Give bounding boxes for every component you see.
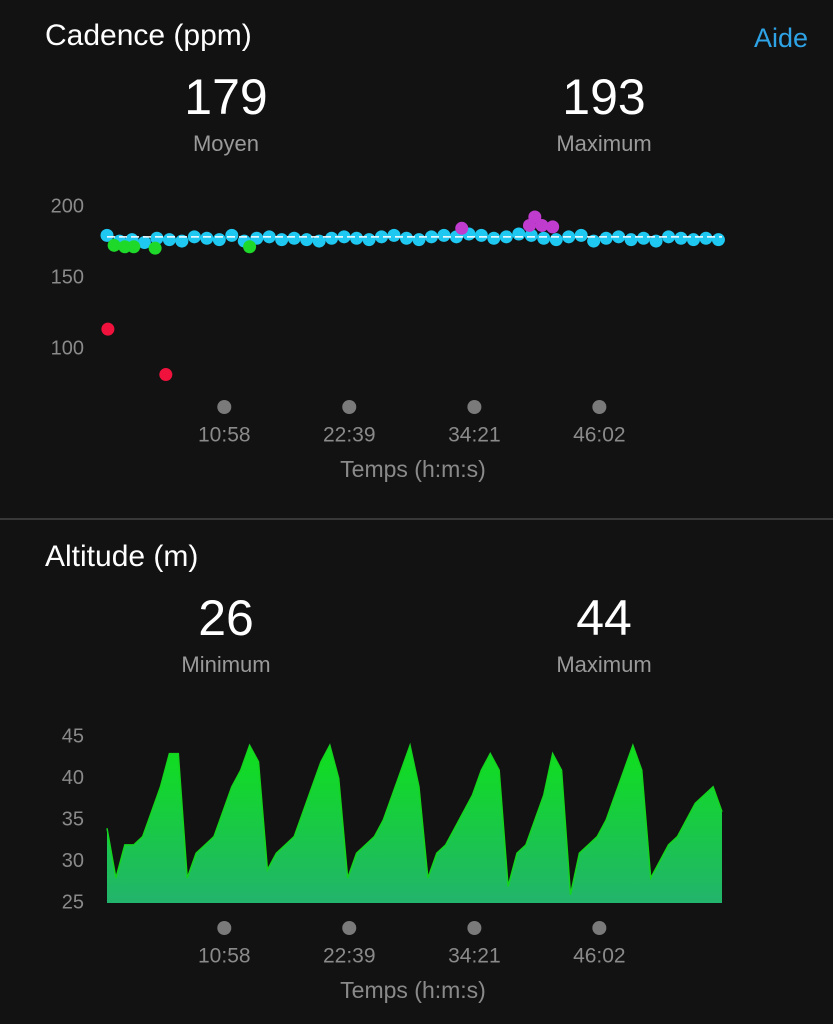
cadence-point bbox=[535, 218, 549, 232]
stat-label: Moyen bbox=[193, 131, 259, 156]
y-tick-label: 150 bbox=[51, 266, 84, 288]
cadence-point bbox=[574, 228, 588, 242]
cadence-point bbox=[175, 234, 189, 248]
x-tick-label: 34:21 bbox=[448, 945, 501, 968]
cadence-point bbox=[455, 221, 469, 235]
x-tick-dot bbox=[592, 400, 607, 414]
cadence-point bbox=[487, 231, 501, 245]
x-tick-label: 10:58 bbox=[198, 424, 251, 447]
section-title: Cadence (ppm) bbox=[45, 19, 252, 52]
cadence-point bbox=[524, 228, 538, 242]
cadence-point bbox=[150, 231, 164, 245]
cadence-point bbox=[325, 231, 339, 245]
cadence-point bbox=[337, 230, 351, 244]
cadence-point bbox=[137, 236, 151, 249]
cadence-point bbox=[674, 231, 688, 245]
cadence-point bbox=[399, 231, 413, 245]
x-tick-label: 46:02 bbox=[573, 424, 626, 447]
cadence-point bbox=[275, 233, 289, 247]
stat-value: 179 bbox=[184, 69, 267, 125]
cadence-point bbox=[243, 240, 257, 254]
stat-value: 44 bbox=[576, 590, 632, 646]
cadence-point bbox=[312, 234, 326, 248]
cadence-point bbox=[101, 322, 115, 336]
x-tick-dot bbox=[342, 400, 357, 414]
stat-value: 26 bbox=[198, 590, 254, 646]
x-axis-title: Temps (h:m:s) bbox=[340, 456, 486, 482]
y-tick-label: 30 bbox=[62, 850, 84, 872]
stat-label: Minimum bbox=[181, 652, 270, 677]
x-tick-dot bbox=[592, 921, 607, 935]
cadence-point bbox=[624, 233, 638, 247]
cadence-point bbox=[100, 228, 114, 242]
x-tick-dot bbox=[467, 400, 482, 414]
cadence-point bbox=[350, 231, 364, 245]
cadence-point bbox=[148, 241, 162, 255]
stat-label: Maximum bbox=[556, 652, 651, 677]
stat-label: Maximum bbox=[556, 131, 651, 156]
cadence-point bbox=[127, 240, 141, 254]
help-link[interactable]: Aide bbox=[754, 23, 808, 53]
cadence-point bbox=[474, 228, 488, 242]
cadence-point bbox=[162, 233, 176, 247]
cadence-point bbox=[212, 233, 226, 247]
cadence-point bbox=[225, 228, 239, 242]
cadence-point bbox=[649, 234, 663, 248]
x-tick-dot bbox=[217, 400, 232, 414]
y-tick-label: 45 bbox=[62, 725, 84, 747]
cadence-point bbox=[200, 231, 214, 245]
cadence-point bbox=[437, 228, 451, 242]
section-title: Altitude (m) bbox=[45, 540, 198, 573]
cadence-point bbox=[711, 233, 725, 247]
x-tick-dot bbox=[217, 921, 232, 935]
stat-value: 193 bbox=[562, 69, 645, 125]
x-tick-dot bbox=[342, 921, 357, 935]
y-tick-label: 200 bbox=[51, 195, 84, 217]
cadence-point bbox=[362, 233, 376, 247]
cadence-point bbox=[549, 233, 563, 247]
x-tick-label: 22:39 bbox=[323, 424, 376, 447]
x-axis-title: Temps (h:m:s) bbox=[340, 977, 486, 1003]
x-tick-label: 22:39 bbox=[323, 945, 376, 968]
cadence-point bbox=[537, 231, 551, 245]
cadence-point bbox=[387, 228, 401, 242]
y-tick-label: 25 bbox=[62, 891, 84, 913]
cadence-point bbox=[118, 240, 132, 254]
cadence-point bbox=[159, 368, 173, 382]
y-tick-label: 35 bbox=[62, 808, 84, 830]
cadence-point bbox=[587, 234, 601, 248]
x-tick-dot bbox=[467, 921, 482, 935]
cadence-point bbox=[546, 220, 560, 234]
cadence-point bbox=[107, 238, 121, 252]
x-tick-label: 46:02 bbox=[573, 945, 626, 968]
y-tick-label: 100 bbox=[51, 337, 84, 359]
x-tick-label: 10:58 bbox=[198, 945, 251, 968]
cadence-point bbox=[300, 233, 314, 247]
cadence-point bbox=[686, 233, 700, 247]
cadence-point bbox=[512, 227, 526, 241]
cadence-point bbox=[250, 231, 264, 245]
cadence-point bbox=[528, 210, 542, 224]
x-tick-label: 34:21 bbox=[448, 424, 501, 447]
cadence-point bbox=[375, 230, 389, 244]
cadence-point bbox=[287, 231, 301, 245]
cadence-point bbox=[599, 231, 613, 245]
area-line bbox=[106, 742, 723, 895]
y-tick-label: 40 bbox=[62, 767, 84, 789]
cadence-point bbox=[637, 231, 651, 245]
cadence-point bbox=[412, 233, 426, 247]
cadence-point bbox=[699, 231, 713, 245]
cadence-point bbox=[662, 230, 676, 244]
